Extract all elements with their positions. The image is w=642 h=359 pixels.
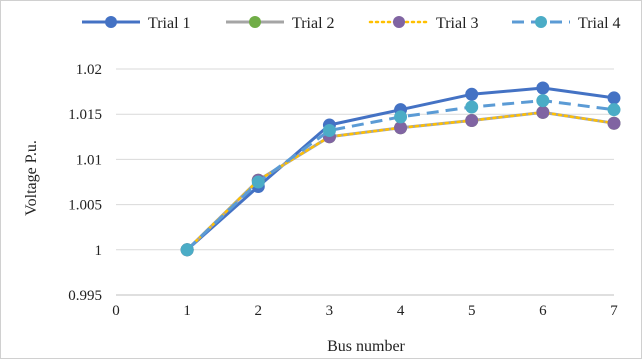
data-point <box>322 123 336 137</box>
data-point <box>536 105 550 119</box>
data-point <box>536 94 550 108</box>
x-tick-label: 1 <box>183 303 191 319</box>
x-axis-title: Bus number <box>327 338 405 355</box>
y-axis-title: Voltage P.u. <box>23 140 40 216</box>
x-tick-label: 2 <box>255 303 263 319</box>
data-point <box>607 116 621 130</box>
gridlines <box>116 68 614 251</box>
data-point <box>251 175 265 189</box>
data-point <box>607 91 621 105</box>
x-tick-label: 6 <box>539 303 547 319</box>
x-tick-label: 5 <box>468 303 476 319</box>
data-point <box>394 121 408 135</box>
data-point <box>607 103 621 117</box>
data-point <box>465 87 479 101</box>
legend-label: Trial 4 <box>578 15 621 32</box>
legend-item-1: Trial 1 <box>82 15 191 32</box>
data-point <box>465 114 479 128</box>
y-tick-label: 1 <box>95 243 103 259</box>
legend-marker <box>393 16 405 28</box>
series-layer <box>180 81 621 257</box>
legend-marker <box>105 16 117 28</box>
legend-item-3: Trial 3 <box>368 15 479 32</box>
x-tick-label: 4 <box>397 303 405 319</box>
legend-marker <box>249 16 261 28</box>
axes: 0.995 1 1.005 1.01 1.015 1.02 0 1 2 3 4 5 6 7 <box>68 62 618 319</box>
data-point <box>394 110 408 124</box>
data-point <box>465 100 479 114</box>
data-point <box>180 243 194 257</box>
x-tick-label: 7 <box>610 303 618 319</box>
legend-label: Trial 2 <box>292 15 335 32</box>
legend-label: Trial 1 <box>148 15 191 32</box>
y-tick-label: 0.995 <box>68 288 102 304</box>
legend-label: Trial 3 <box>436 15 479 32</box>
legend-item-4: Trial 4 <box>512 15 621 32</box>
x-tick-label: 0 <box>112 303 120 319</box>
y-tick-label: 1.01 <box>76 152 102 168</box>
y-tick-label: 1.005 <box>68 198 102 214</box>
data-point <box>536 81 550 95</box>
series-4 <box>180 94 621 257</box>
x-tick-label: 3 <box>326 303 334 319</box>
legend: Trial 1 Trial 2 Trial 3 Trial 4 <box>82 15 621 32</box>
legend-item-2: Trial 2 <box>226 15 335 32</box>
y-tick-label: 1.015 <box>68 107 102 123</box>
legend-marker <box>535 16 547 28</box>
y-tick-label: 1.02 <box>76 62 102 78</box>
